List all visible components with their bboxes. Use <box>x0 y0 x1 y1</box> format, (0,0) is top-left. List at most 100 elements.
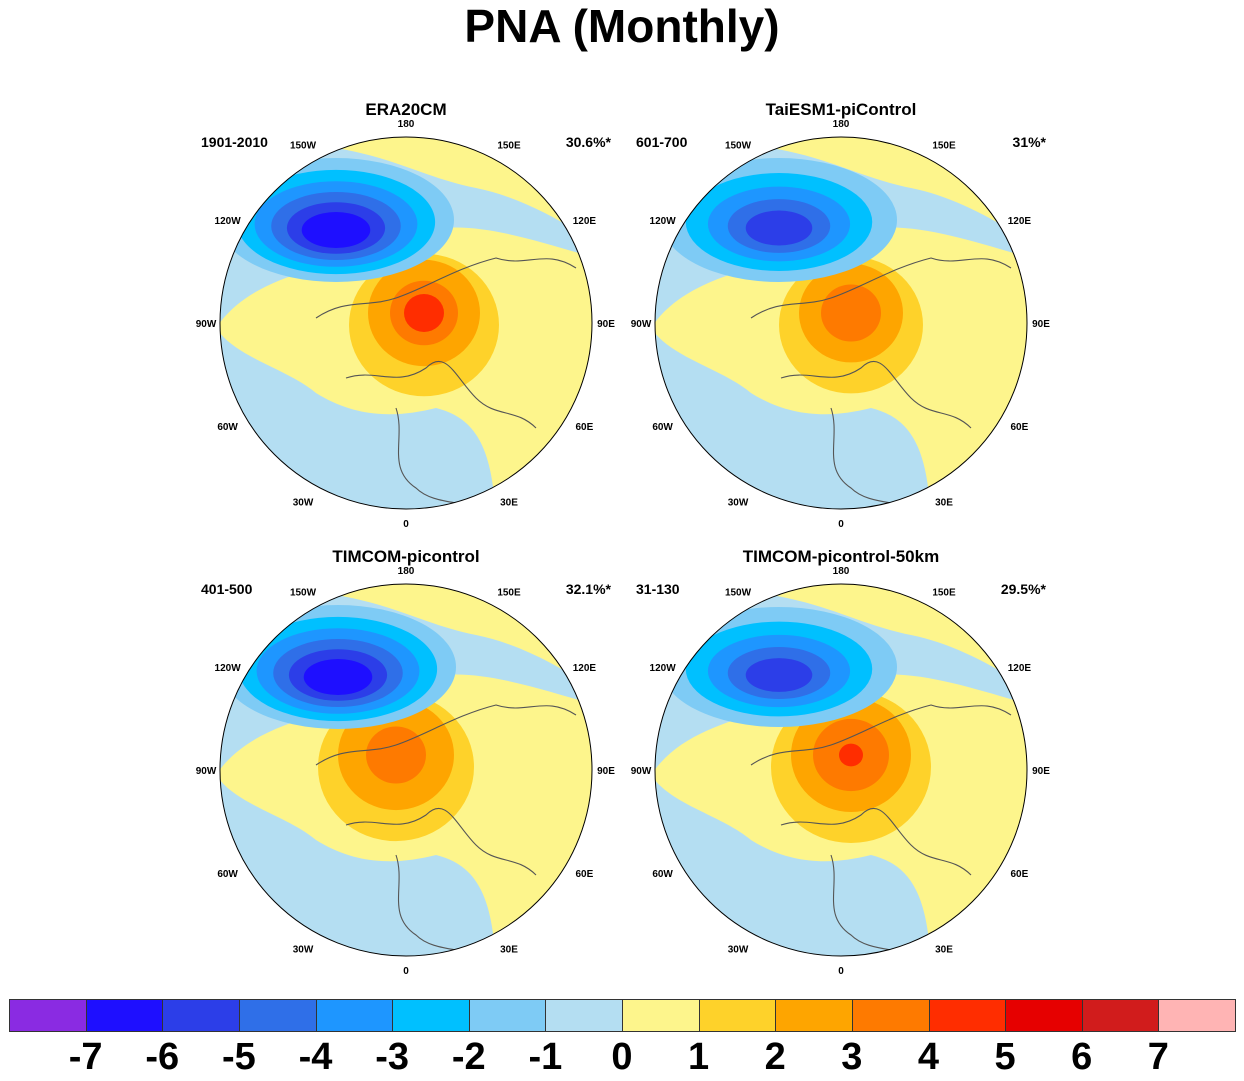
colorbar-segment <box>698 999 777 1032</box>
panel-years: 601-700 <box>636 134 688 150</box>
longitude-label: 90E <box>597 319 615 330</box>
longitude-label: 60W <box>652 422 673 433</box>
colorbar-segment <box>545 999 623 1032</box>
longitude-label: 150E <box>497 141 521 152</box>
longitude-label: 90W <box>196 319 217 330</box>
colorbar-segment <box>928 999 1007 1032</box>
longitude-label: 0 <box>838 966 844 977</box>
longitude-label: 60W <box>217 869 238 880</box>
longitude-label: 90E <box>1032 319 1050 330</box>
longitude-label: 120E <box>573 663 597 674</box>
panel-timcom-picontrol-50km: TIMCOM-picontrol-50km 31-130 29.5%* 180 150E… <box>631 547 1051 985</box>
colorbar-label: -1 <box>528 1036 563 1078</box>
colorbar-label: -4 <box>298 1036 333 1078</box>
longitude-label: 30E <box>935 497 953 508</box>
colorbar-segment <box>1081 999 1160 1032</box>
longitude-label: 90W <box>631 766 652 777</box>
longitude-label: 60E <box>1011 422 1029 433</box>
longitude-label: 90E <box>597 766 615 777</box>
map-shading <box>220 137 592 509</box>
colorbar-label: -3 <box>375 1036 410 1078</box>
colorbar-label: -6 <box>145 1036 180 1078</box>
panel-percent: 29.5%* <box>1000 581 1046 597</box>
longitude-label: 120W <box>215 663 242 674</box>
panel-title: ERA20CM <box>365 100 447 119</box>
polar-map: 180 150E 120E 90E 60E 30E 0 30W 60W 90W 120W 150W <box>196 566 615 977</box>
longitude-label: 120E <box>573 216 597 227</box>
panel-title: TaiESM1-piControl <box>765 100 917 119</box>
longitude-label: 150E <box>497 588 521 599</box>
polar-map: 180 150E 120E 90E 60E 30E 0 30W 60W 90W 120W 150W <box>631 119 1050 530</box>
longitude-label: 60E <box>576 422 594 433</box>
colorbar-segment <box>1158 999 1236 1032</box>
colorbar-segment <box>775 999 853 1032</box>
panel-percent: 31%* <box>1012 134 1046 150</box>
longitude-label: 30W <box>728 497 749 508</box>
longitude-label: 0 <box>403 519 409 530</box>
panel-era20cm: ERA20CM 1901-2010 30.6%* 180 150E 120E 90E 60E 3… <box>196 100 616 538</box>
longitude-label: 0 <box>403 966 409 977</box>
map-shading <box>655 137 1027 509</box>
panel-years: 31-130 <box>636 581 680 597</box>
map-shading <box>655 584 1027 956</box>
longitude-label: 30W <box>728 944 749 955</box>
panel-years: 401-500 <box>201 581 253 597</box>
longitude-label: 60E <box>576 869 594 880</box>
longitude-label: 120W <box>650 663 677 674</box>
colorbar-label: 2 <box>764 1036 786 1078</box>
map-shading <box>220 584 592 956</box>
longitude-label: 30E <box>500 497 518 508</box>
panel-title: TIMCOM-picontrol-50km <box>742 547 940 566</box>
longitude-label: 60W <box>652 869 673 880</box>
polar-map: 180 150E 120E 90E 60E 30E 0 30W 60W 90W 120W 150W <box>631 566 1050 977</box>
colorbar-labels: -7 -6 -5 -4 -3 -2 -1 0 1 2 3 4 5 6 7 <box>0 1036 1244 1080</box>
panel-taiesm1-picontrol: TaiESM1-piControl 601-700 31%* 180 150E 120E 9… <box>631 100 1051 538</box>
longitude-label: 90W <box>631 319 652 330</box>
colorbar-label: 7 <box>1147 1036 1169 1078</box>
colorbar-label: -2 <box>451 1036 486 1078</box>
longitude-label: 180 <box>833 119 850 130</box>
longitude-label: 180 <box>398 119 415 130</box>
colorbar-label: 5 <box>994 1036 1016 1078</box>
panel-percent: 32.1%* <box>565 581 611 597</box>
longitude-label: 60E <box>1011 869 1029 880</box>
panel-title: TIMCOM-picontrol <box>332 547 480 566</box>
longitude-label: 0 <box>838 519 844 530</box>
colorbar-label: -5 <box>221 1036 256 1078</box>
longitude-label: 30E <box>935 944 953 955</box>
colorbar-label: 4 <box>917 1036 940 1078</box>
colorbar-label: 6 <box>1071 1036 1093 1078</box>
longitude-label: 30E <box>500 944 518 955</box>
longitude-label: 30W <box>293 497 314 508</box>
colorbar-segment <box>851 999 930 1032</box>
longitude-label: 150W <box>290 141 317 152</box>
colorbar-segment <box>622 999 700 1032</box>
colorbar-label: 0 <box>611 1036 633 1078</box>
longitude-label: 30W <box>293 944 314 955</box>
colorbar-segment <box>9 999 87 1032</box>
colorbar-label: 1 <box>688 1036 710 1078</box>
colorbar-segment <box>1005 999 1083 1032</box>
longitude-label: 120E <box>1008 216 1032 227</box>
longitude-label: 180 <box>833 566 850 577</box>
colorbar-segment <box>315 999 394 1032</box>
colorbar-segment <box>238 999 317 1032</box>
longitude-label: 120W <box>215 216 242 227</box>
polar-map: 180 150E 120E 90E 60E 30E 0 30W 60W 90W 120W 150W <box>196 119 615 530</box>
main-title: PNA (Monthly) <box>464 0 780 52</box>
longitude-label: 180 <box>398 566 415 577</box>
longitude-label: 150W <box>725 588 752 599</box>
colorbar-segment <box>468 999 547 1032</box>
longitude-label: 90E <box>1032 766 1050 777</box>
panel-percent: 30.6%* <box>565 134 611 150</box>
colorbar-segment <box>162 999 240 1032</box>
colorbar <box>9 999 1236 1034</box>
colorbar-segment <box>85 999 164 1032</box>
longitude-label: 150E <box>932 588 956 599</box>
colorbar-label: 3 <box>841 1036 863 1078</box>
colorbar-segment <box>392 999 470 1032</box>
longitude-label: 120E <box>1008 663 1032 674</box>
longitude-label: 90W <box>196 766 217 777</box>
longitude-label: 150W <box>725 141 752 152</box>
longitude-label: 60W <box>217 422 238 433</box>
